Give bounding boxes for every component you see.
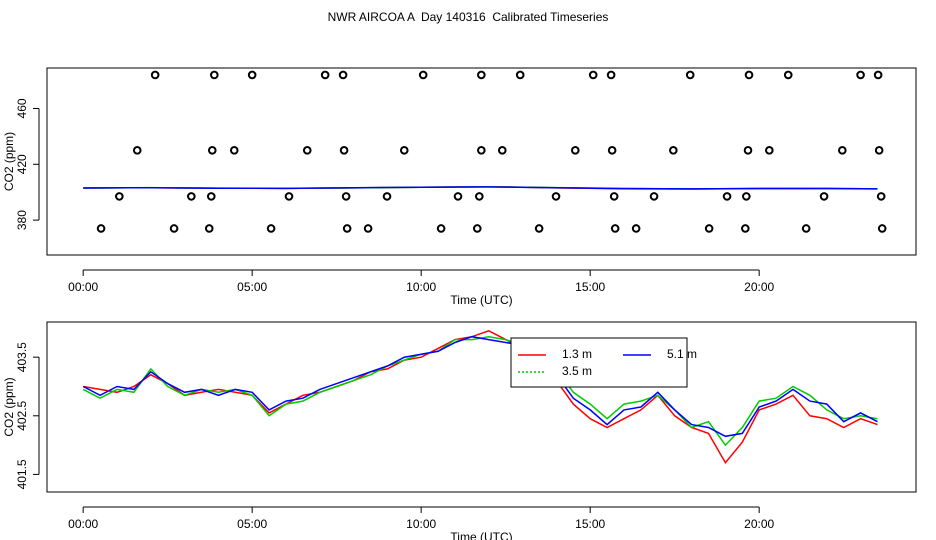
series-line	[82, 335, 878, 438]
series-line	[83, 186, 878, 190]
calibration-point	[874, 146, 884, 155]
calibration-point	[819, 192, 829, 201]
calibration-point	[418, 70, 428, 80]
calibration-point	[477, 70, 486, 80]
plot-frame	[46, 321, 917, 493]
calibration-point	[207, 146, 217, 155]
calibration-point	[187, 192, 196, 201]
calibration-point	[342, 224, 352, 233]
legend-label: 3.5 m	[562, 364, 592, 378]
calibration-point	[722, 192, 732, 201]
x-tick-label: 05:00	[237, 280, 267, 294]
page-title: NWR AIRCOA A Day 140316 Calibrated Times…	[328, 10, 609, 24]
x-tick-label: 15:00	[575, 517, 605, 531]
calibration-point	[341, 192, 351, 201]
calibration-point	[436, 224, 446, 233]
calibration-point	[570, 146, 580, 155]
y-tick-label: 403.5	[15, 342, 29, 372]
calibration-point	[338, 70, 348, 80]
x-tick-label: 15:00	[575, 280, 605, 294]
calibration-point	[607, 146, 617, 155]
calibration-point	[609, 192, 619, 201]
calibration-point	[204, 224, 214, 233]
calibration-point	[534, 224, 544, 233]
calibration-point	[132, 146, 142, 155]
calibration-point	[669, 146, 678, 155]
calibration-point	[229, 146, 239, 155]
calibration-point	[873, 70, 883, 80]
calibration-point	[320, 70, 330, 80]
y-tick-label: 420	[15, 154, 29, 174]
calibration-point	[704, 224, 714, 233]
calibration-point	[206, 192, 216, 201]
legend-box	[510, 337, 688, 388]
calibration-point	[631, 224, 641, 233]
calibration-point	[339, 146, 349, 155]
calibration-point	[685, 70, 695, 80]
calibration-point	[744, 70, 754, 80]
calibration-point	[475, 192, 484, 201]
y-tick-label: 460	[15, 98, 29, 118]
calibration-point	[266, 224, 276, 233]
calibration-point	[876, 192, 886, 201]
legend-label: 1.3 m	[562, 347, 592, 361]
calibration-point	[453, 192, 463, 201]
calibration-point	[302, 146, 312, 155]
calibration-point	[588, 70, 598, 80]
calibration-point	[169, 224, 179, 233]
y-tick-label: 380	[15, 210, 29, 230]
calibration-point	[399, 146, 409, 155]
calibration-point	[877, 224, 887, 233]
calibration-point	[838, 146, 847, 155]
calibration-point	[150, 70, 160, 80]
calibration-point	[382, 192, 392, 201]
x-tick-label: 00:00	[68, 517, 98, 531]
calibration-point	[497, 146, 507, 155]
x-tick-label: 05:00	[237, 517, 267, 531]
x-tick-label: 10:00	[406, 517, 436, 531]
calibration-point	[515, 70, 525, 80]
y-axis-label: CO2 (ppm)	[2, 132, 16, 191]
plot-frame	[46, 67, 917, 256]
calibration-point	[115, 192, 124, 201]
calibration-point	[606, 70, 616, 80]
y-axis-label: CO2 (ppm)	[2, 377, 16, 436]
calibration-point	[247, 70, 257, 80]
calibration-point	[96, 224, 106, 233]
x-tick-label: 20:00	[744, 280, 774, 294]
calibration-point	[741, 224, 750, 233]
y-tick-label: 402.5	[15, 400, 29, 430]
x-tick-label: 10:00	[406, 280, 436, 294]
calibration-point	[363, 224, 373, 233]
x-tick-label: 00:00	[68, 280, 98, 294]
calibration-point	[856, 70, 865, 80]
y-tick-label: 401.5	[15, 459, 29, 489]
calibration-point	[210, 70, 219, 80]
calibration-point	[477, 146, 486, 155]
series-line	[83, 329, 878, 465]
legend-label: 5.1 m	[667, 347, 697, 361]
x-axis-label: Time (UTC)	[450, 293, 512, 307]
calibration-point	[551, 192, 561, 201]
calibration-point	[783, 70, 793, 80]
calibration-point	[610, 224, 620, 233]
calibration-point	[284, 192, 294, 201]
calibration-point	[743, 146, 753, 155]
calibration-point	[649, 192, 659, 201]
x-axis-label: Time (UTC)	[450, 530, 512, 540]
calibration-point	[801, 224, 811, 233]
calibration-point	[742, 192, 751, 201]
x-tick-label: 20:00	[744, 517, 774, 531]
calibration-point	[472, 224, 482, 233]
calibration-point	[765, 146, 774, 155]
